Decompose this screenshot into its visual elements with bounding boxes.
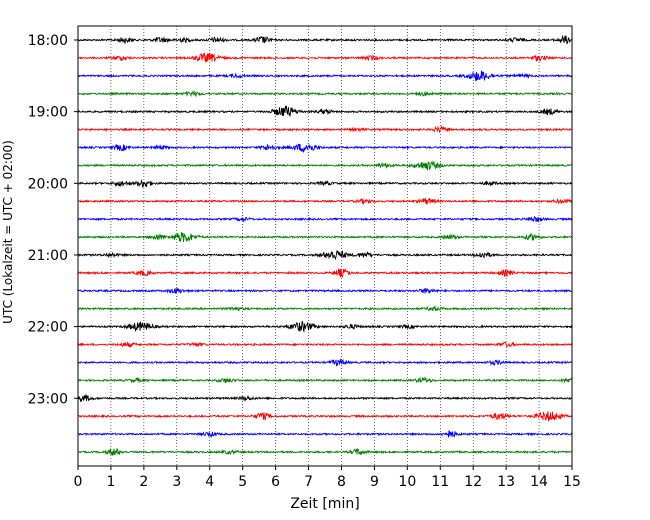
x-axis-label: Zeit [min]	[290, 496, 359, 512]
trace-line	[77, 411, 573, 423]
y-tick-label: 21:00	[28, 248, 68, 264]
x-tick-label: 2	[139, 474, 148, 490]
x-tick-label: 14	[530, 474, 548, 490]
trace-line	[77, 34, 573, 45]
trace-line	[77, 341, 573, 349]
x-tick-label: 12	[464, 474, 482, 490]
x-tick-label: 3	[172, 474, 181, 490]
trace-line	[77, 179, 573, 188]
trace-line	[77, 216, 573, 223]
y-tick-label: 19:00	[28, 105, 68, 121]
y-axis-label: UTC (Lokalzeit = UTC + 02:00)	[1, 140, 15, 324]
trace-lines	[77, 34, 573, 456]
trace-line	[77, 250, 573, 261]
trace-line	[77, 375, 573, 384]
trace-line	[77, 447, 573, 456]
trace-line	[77, 105, 573, 117]
x-tick-label: 15	[563, 474, 581, 490]
x-tick-label: 8	[337, 474, 346, 490]
x-tick-label: 7	[304, 474, 313, 490]
x-tick-label: 13	[497, 474, 515, 490]
trace-line	[77, 393, 573, 403]
x-tick-label: 9	[370, 474, 379, 490]
x-tick-label: 4	[205, 474, 214, 490]
y-tick-label: 20:00	[28, 176, 68, 192]
y-tick-label: 23:00	[28, 391, 68, 407]
trace-line	[77, 321, 573, 333]
y-axis-ticks: 18:00 19:00 20:00 21:00 22:00 23:00	[28, 33, 78, 407]
trace-line	[77, 160, 573, 171]
vertical-grid	[110, 26, 540, 466]
x-tick-label: 10	[398, 474, 416, 490]
trace-line	[77, 143, 573, 153]
trace-line	[77, 52, 573, 63]
x-tick-label: 11	[431, 474, 449, 490]
trace-line	[77, 287, 573, 294]
trace-line	[77, 358, 573, 367]
trace-line	[77, 267, 573, 278]
trace-line	[77, 70, 573, 82]
trace-line	[77, 430, 573, 438]
x-tick-label: 0	[74, 474, 83, 490]
trace-line	[77, 125, 573, 134]
x-tick-label: 1	[106, 474, 115, 490]
x-axis-ticks: 0 1 2 3 4 5 6 7 8 9 10 11 12 13 14 15	[74, 466, 581, 490]
trace-line	[77, 232, 573, 243]
y-tick-label: 22:00	[28, 320, 68, 336]
y-tick-label: 18:00	[28, 33, 68, 49]
x-tick-label: 5	[238, 474, 247, 490]
trace-line	[78, 305, 573, 312]
plot-frame	[77, 25, 573, 467]
trace-line	[77, 197, 573, 205]
x-tick-label: 6	[271, 474, 280, 490]
trace-line	[77, 89, 573, 98]
